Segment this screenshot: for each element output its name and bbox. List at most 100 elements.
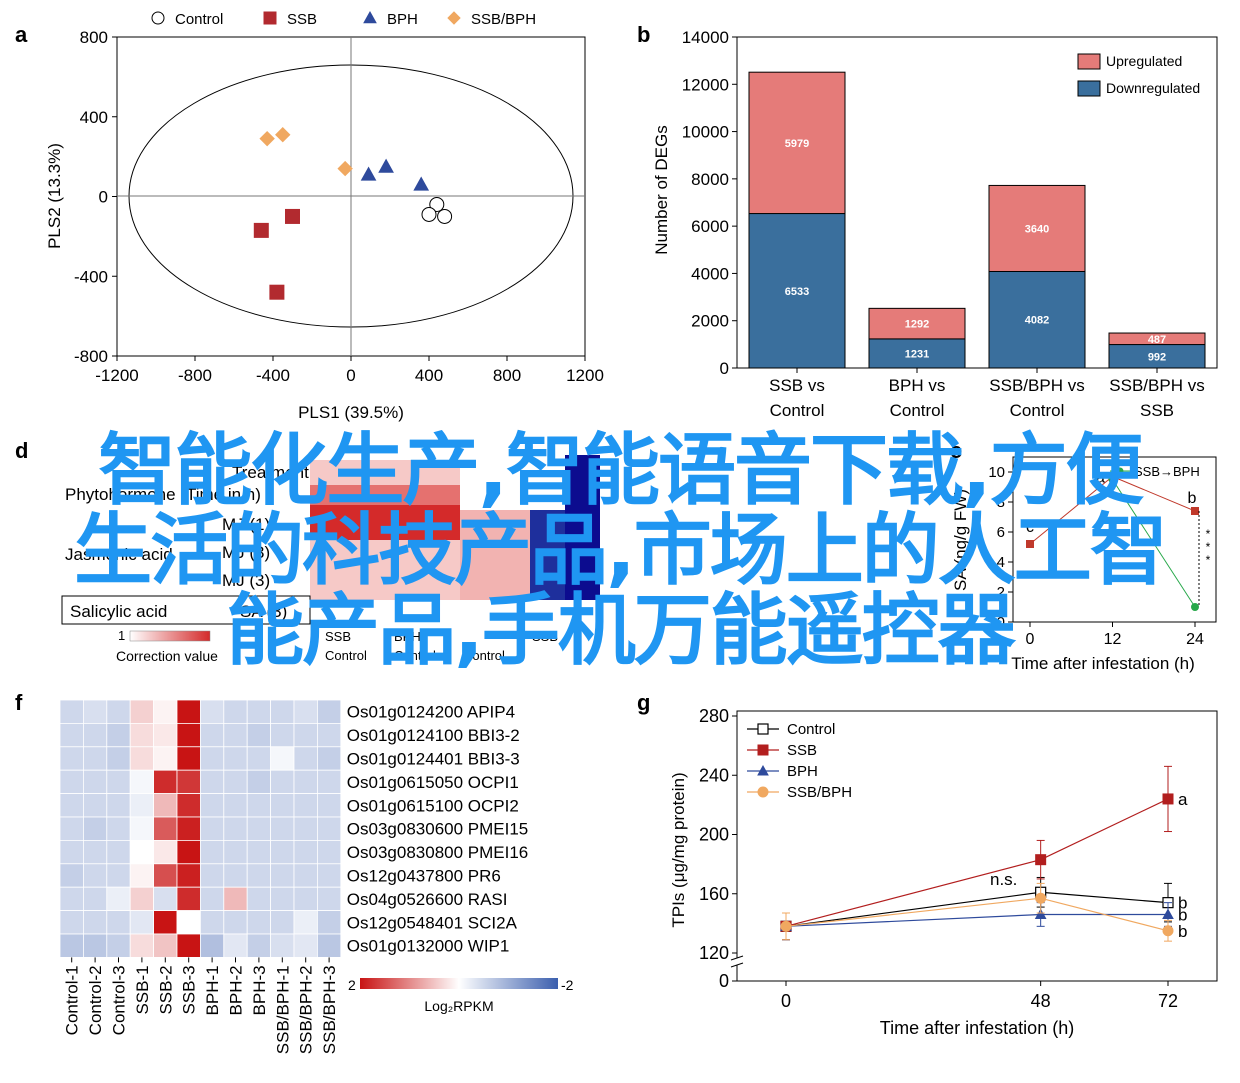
panel-e-sig-star: * [1206,527,1211,541]
panel-g-legend-marker [757,744,769,756]
panel-f-cell [293,746,318,771]
panel-f-cell [59,863,84,888]
panel-f-col-label: SSB/BPH-3 [320,965,339,1054]
panel-d-legend-bar [129,630,211,642]
panel-f-cell [316,863,342,888]
panel-e-legend: SSB→BPH [1110,464,1200,479]
panel-f-col-label: SSB/BPH-1 [273,965,292,1054]
panel-g-axis-break-gap [731,958,743,965]
panel-a-ytick-label: 400 [80,108,108,127]
panel-f-cell [106,933,131,958]
panel-f-cell [293,816,318,841]
panel-b-ylabel: Number of DEGs [652,125,671,254]
panel-e-ytick-label: 0 [997,614,1005,631]
panel-g-line [785,891,1169,927]
panel-f-cell [223,863,248,888]
panel-f-cell [246,910,271,935]
panel-f-row-label: Os01g0615100 OCPI2 [347,796,519,815]
panel-f-cell [176,863,201,888]
panel-a-xlabel: PLS1 (39.5%) [298,403,404,422]
panel-g-ytick-label: 280 [699,706,729,726]
panel-f-cell [83,793,108,818]
panel-e-xlabel: Time after infestation (h) [1011,654,1195,673]
panel-g-point [780,920,792,932]
panel-f-cell [106,886,131,912]
panel-a-point-diamond [259,130,275,147]
panel-a-point-circle [429,196,445,212]
panel-f-cell [270,793,295,818]
panel-d-col-ssb: SSB [325,629,351,644]
panel-d-legend-label: Correction value [116,648,218,664]
panel-f-cell [176,816,201,841]
panel-f-cell [106,699,131,724]
panel-b-ytick-label: 8000 [691,170,729,189]
panel-f-cell [223,933,248,958]
panel-f-col-label: BPH-2 [227,965,246,1015]
panel-f-cell [223,793,248,818]
panel-e-sig-star: * [1206,540,1211,554]
panel-f-row-label: Os03g0830800 PMEI16 [347,843,528,862]
panel-f-cell [270,769,295,795]
panel-b-bar-upregulated [748,71,846,215]
panel-f-cell [223,840,248,865]
panel-b-xtick-label-2: Control [1010,401,1065,420]
panel-e-annot: c [1026,519,1034,536]
panel-f-cell [246,769,271,795]
panel-f-cell [223,910,248,935]
panel-g-point [1035,892,1047,904]
panel-a-legend-marker [363,10,377,24]
panel-f-row-label: Os01g0124401 BBI3-3 [347,750,520,769]
panel-a-legend-marker [151,11,165,25]
panel-f-cell [246,933,271,958]
panel-f-cell [223,699,248,724]
panel-f-col-label: Control-3 [110,965,129,1035]
panel-a-points [253,126,453,300]
panel-f-cell [316,816,342,841]
panel-f-cell [153,793,178,818]
panel-a-pls-scatter: Control SSB BPH SSB/BPH -1200 -800 -400 0 400 80… [45,10,604,422]
panel-e-lines: cab*** [1026,470,1211,611]
panel-d-salicylic-box [61,595,311,625]
panel-b-ytick-label: 4000 [691,264,729,283]
panel-b-xtick-label-1: SSB/BPH vs [989,376,1084,395]
panel-g-plot-frame [736,710,1218,982]
panel-a-point-triangle [360,166,377,181]
panel-a-xtick-label: 0 [346,366,355,385]
panel-f-cell [223,746,248,771]
panel-f-cell [176,793,201,818]
panel-f-cell [223,886,248,912]
panel-f-row-label: Os04g0526600 RASI [347,890,508,909]
panel-b-axes: 0 2000 4000 6000 8000 10000 12000 14000 SSB vs Co… [682,28,1205,420]
panel-f-cell [153,933,178,958]
panel-g-axes: 0 48 72 0 120 160 200 240 280 [699,706,1178,1011]
panel-f-cell [199,910,225,935]
panel-a-xtick-label: -1200 [95,366,138,385]
panel-d-salicylic-label: Salicylic acid [70,602,167,621]
panel-b-legend: Upregulated Downregulated [1077,53,1200,97]
panel-f-cell [246,699,271,724]
panel-f-cell [153,723,178,748]
panel-d-phytohormone-label: Phytohormone (Time in h) [65,485,261,504]
panel-d-block-pink [460,510,530,600]
panel-f-cell [176,886,201,912]
panel-f-cell [59,933,84,958]
panel-d-col-control2: Control [394,648,436,663]
panel-f-cell [293,769,318,795]
panel-f-colorbar-min: 2 [348,977,356,993]
panel-f-col-label: Control-1 [63,965,82,1035]
panel-b-xtick-label-2: SSB [1140,401,1174,420]
panel-f-row-label: Os03g0830600 PMEI15 [347,820,528,839]
panel-f-row-label: Os12g0548401 SCI2A [347,913,518,932]
panel-d-treatment-header: Treatment [232,463,309,482]
panel-f-cell [246,746,271,771]
panel-d-block-red [310,505,460,540]
panel-f-cell [199,863,225,888]
panel-g-legend-label: SSB/BPH [787,784,852,801]
panel-f-cell [106,746,131,771]
panel-f-cell [59,816,84,841]
panel-b-bar-downregulated [988,270,1086,369]
